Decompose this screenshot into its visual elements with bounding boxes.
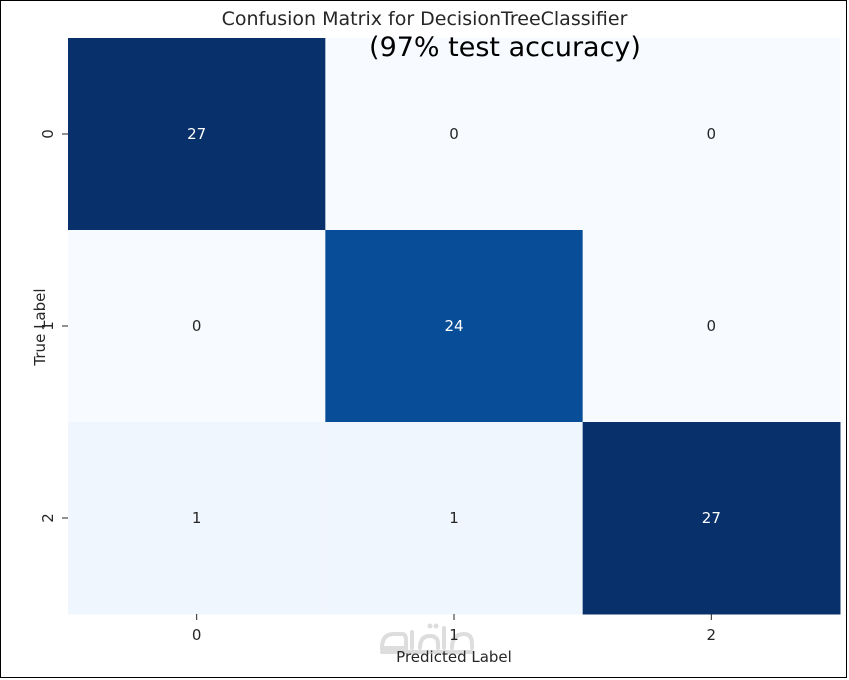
x-axis-ticks: 0 1 2 <box>192 614 716 644</box>
cell-value-labels: 27 0 0 0 24 0 1 1 27 <box>187 125 721 527</box>
y-axis-ticks: 0 1 2 <box>39 129 68 523</box>
heatmap-cell-1-1 <box>325 230 584 423</box>
cell-value-label-1-0: 0 <box>192 317 202 335</box>
heatmap-cell-2-1 <box>325 422 584 615</box>
x-tick-label-2: 2 <box>707 626 717 644</box>
heatmap-cell-0-0 <box>68 38 326 231</box>
heatmap-cell-1-0 <box>68 230 326 423</box>
heatmap-cell-2-2 <box>582 422 841 615</box>
x-tick-label-1: 1 <box>449 626 459 644</box>
cell-value-label-0-0: 27 <box>187 125 206 143</box>
heatmap-cells <box>68 38 841 615</box>
heatmap-cell-0-1 <box>325 38 584 231</box>
cell-value-label-0-2: 0 <box>707 125 717 143</box>
chart-subtitle: (97% test accuracy) <box>369 32 641 63</box>
cell-value-label-2-1: 1 <box>449 509 459 527</box>
heatmap-cell-2-0 <box>68 422 326 615</box>
chart-title: Confusion Matrix for DecisionTreeClassif… <box>221 8 628 30</box>
watermark-logo-icon <box>379 623 474 654</box>
x-tick-label-0: 0 <box>192 626 202 644</box>
cell-value-label-2-2: 27 <box>702 509 721 527</box>
y-axis-label: True Label <box>31 288 49 366</box>
cell-value-label-1-2: 0 <box>707 317 717 335</box>
heatmap-cell-0-2 <box>582 38 841 231</box>
x-axis-label: Predicted Label <box>396 648 512 666</box>
heatmap-cell-1-2 <box>582 230 841 423</box>
y-tick-label-2: 2 <box>39 513 57 523</box>
y-tick-label-0: 0 <box>39 129 57 139</box>
cell-value-label-1-1: 24 <box>444 317 463 335</box>
y-tick-label-1: 1 <box>39 321 57 331</box>
cell-value-label-2-0: 1 <box>192 509 202 527</box>
cell-value-label-0-1: 0 <box>449 125 459 143</box>
